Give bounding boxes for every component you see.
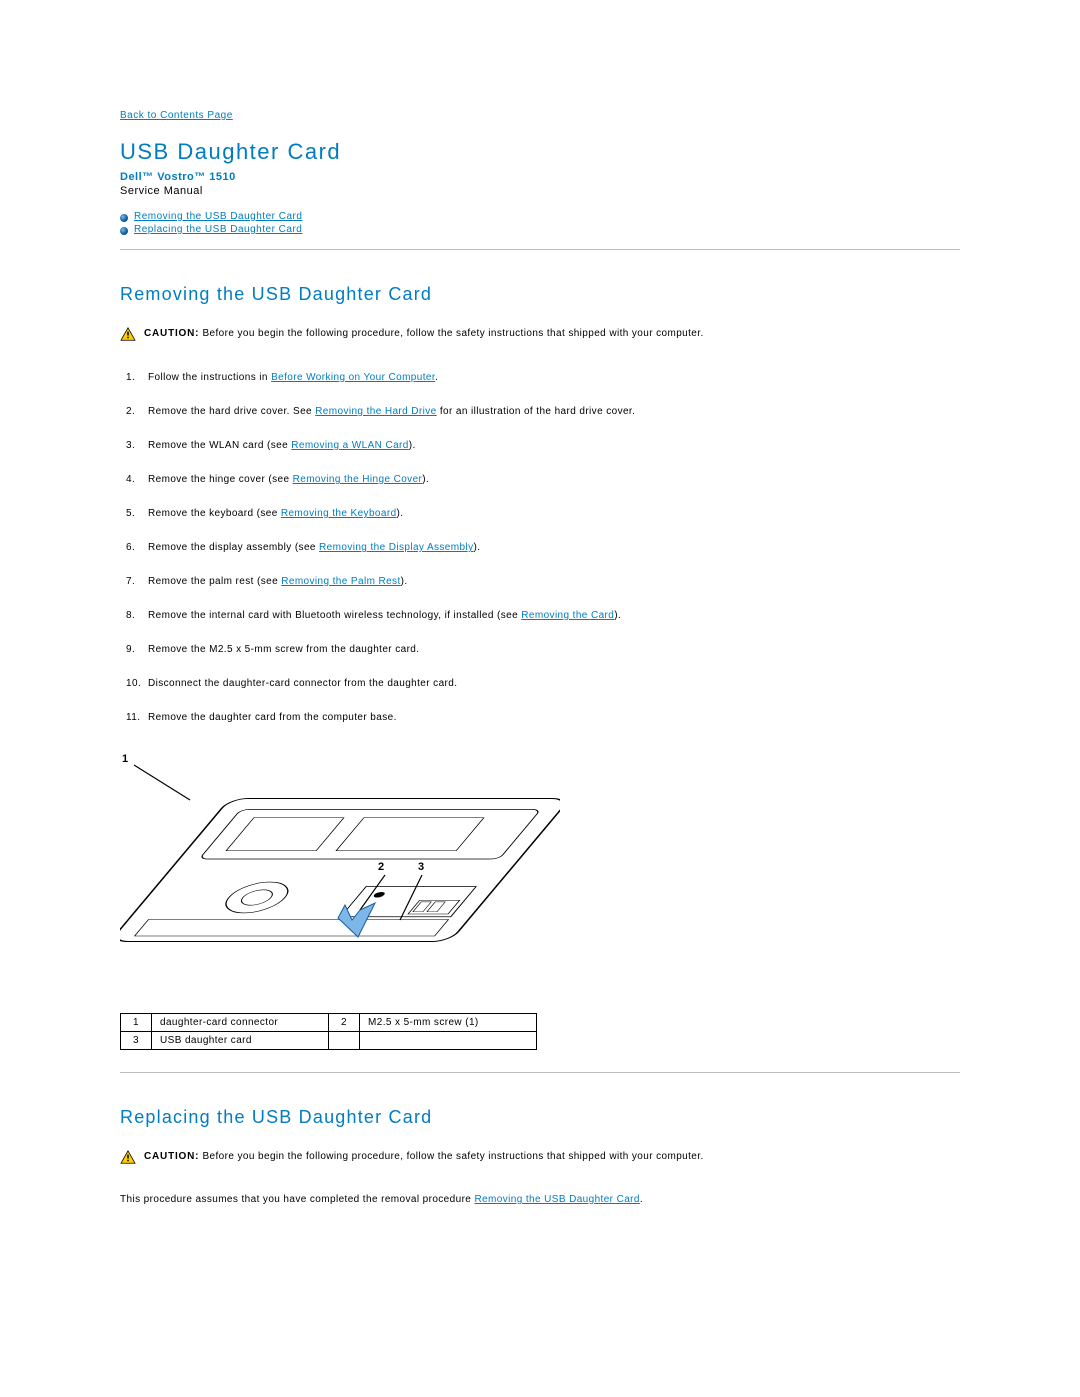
caution-text: CAUTION: Before you begin the following …	[144, 327, 704, 341]
step-text: for an illustration of the hard drive co…	[437, 406, 636, 417]
step-text: ).	[422, 474, 429, 485]
step-item: Remove the hard drive cover. See Removin…	[148, 405, 960, 419]
diagram: 1 2 3	[120, 745, 560, 995]
product-name: Dell™ Vostro™ 1510	[120, 171, 236, 183]
section-heading-replacing: Replacing the USB Daughter Card	[120, 1107, 960, 1128]
page-title: USB Daughter Card	[120, 139, 960, 165]
step-item: Follow the instructions in Before Workin…	[148, 371, 960, 385]
caution-label: CAUTION:	[144, 1151, 199, 1162]
step-text: Remove the hard drive cover. See	[148, 406, 315, 417]
step-text: .	[435, 372, 438, 383]
caution-block: CAUTION: Before you begin the following …	[120, 1150, 960, 1164]
step-item: Remove the keyboard (see Removing the Ke…	[148, 507, 960, 521]
step-text: Disconnect the daughter-card connector f…	[148, 678, 457, 689]
step-item: Remove the internal card with Bluetooth …	[148, 609, 960, 623]
step-item: Remove the WLAN card (see Removing a WLA…	[148, 439, 960, 453]
step-link[interactable]: Removing the Card	[521, 610, 614, 621]
table-row: 1 daughter-card connector 2 M2.5 x 5-mm …	[121, 1014, 537, 1032]
back-to-contents[interactable]: Back to Contents Page	[120, 110, 960, 121]
caution-label: CAUTION:	[144, 328, 199, 339]
legend-desc: daughter-card connector	[152, 1014, 329, 1032]
step-link[interactable]: Removing the Palm Rest	[281, 576, 400, 587]
legend-num: 2	[329, 1014, 360, 1032]
step-text: Remove the WLAN card (see	[148, 440, 291, 451]
assume-text: This procedure assumes that you have com…	[120, 1194, 960, 1205]
step-link[interactable]: Removing the Keyboard	[281, 508, 397, 519]
diagram-callout-2: 2	[378, 861, 385, 873]
diagram-callout-3: 3	[418, 861, 425, 873]
diagram-callout-1: 1	[122, 753, 129, 765]
caution-text: CAUTION: Before you begin the following …	[144, 1150, 704, 1164]
toc-link-removing[interactable]: Removing the USB Daughter Card	[134, 211, 302, 222]
table-row: 3 USB daughter card	[121, 1032, 537, 1050]
back-to-contents-link[interactable]: Back to Contents Page	[120, 110, 233, 121]
step-item: Remove the hinge cover (see Removing the…	[148, 473, 960, 487]
step-link[interactable]: Removing the Hard Drive	[315, 406, 436, 417]
caution-icon	[120, 1150, 136, 1164]
step-text: ).	[473, 542, 480, 553]
toc-link-replacing[interactable]: Replacing the USB Daughter Card	[134, 224, 302, 235]
product-line: Dell™ Vostro™ 1510	[120, 171, 960, 183]
divider	[120, 1072, 960, 1073]
toc-item[interactable]: Replacing the USB Daughter Card	[120, 224, 960, 235]
caution-body: Before you begin the following procedure…	[199, 328, 703, 339]
legend-table: 1 daughter-card connector 2 M2.5 x 5-mm …	[120, 1013, 537, 1050]
caution-body: Before you begin the following procedure…	[199, 1151, 703, 1162]
step-text: Remove the display assembly (see	[148, 542, 319, 553]
caution-block: CAUTION: Before you begin the following …	[120, 327, 960, 341]
step-text: Remove the daughter card from the comput…	[148, 712, 397, 723]
caution-icon	[120, 327, 136, 341]
toc-item[interactable]: Removing the USB Daughter Card	[120, 211, 960, 222]
step-text: ).	[614, 610, 621, 621]
step-link[interactable]: Before Working on Your Computer	[271, 372, 435, 383]
step-link[interactable]: Removing the Display Assembly	[319, 542, 473, 553]
legend-num: 3	[121, 1032, 152, 1050]
step-text: Remove the keyboard (see	[148, 508, 281, 519]
toc-list: Removing the USB Daughter Card Replacing…	[120, 211, 960, 235]
step-item: Disconnect the daughter-card connector f…	[148, 677, 960, 691]
step-link[interactable]: Removing a WLAN Card	[291, 440, 408, 451]
service-manual-label: Service Manual	[120, 185, 960, 197]
step-item: Remove the daughter card from the comput…	[148, 711, 960, 725]
legend-desc: USB daughter card	[152, 1032, 329, 1050]
step-text: Remove the hinge cover (see	[148, 474, 293, 485]
step-text: ).	[397, 508, 404, 519]
step-item: Remove the display assembly (see Removin…	[148, 541, 960, 555]
legend-num: 1	[121, 1014, 152, 1032]
step-text: Follow the instructions in	[148, 372, 271, 383]
step-text: Remove the palm rest (see	[148, 576, 281, 587]
assume-link[interactable]: Removing the USB Daughter Card	[474, 1194, 639, 1205]
step-item: Remove the palm rest (see Removing the P…	[148, 575, 960, 589]
step-text: Remove the internal card with Bluetooth …	[148, 610, 521, 621]
step-text: ).	[401, 576, 408, 587]
step-text: ).	[409, 440, 416, 451]
legend-num	[329, 1032, 360, 1050]
legend-desc	[360, 1032, 537, 1050]
steps-list: Follow the instructions in Before Workin…	[120, 371, 960, 725]
assume-post: .	[640, 1194, 643, 1205]
step-text: Remove the M2.5 x 5-mm screw from the da…	[148, 644, 419, 655]
legend-desc: M2.5 x 5-mm screw (1)	[360, 1014, 537, 1032]
section-heading-removing: Removing the USB Daughter Card	[120, 284, 960, 305]
divider	[120, 249, 960, 250]
step-item: Remove the M2.5 x 5-mm screw from the da…	[148, 643, 960, 657]
step-link[interactable]: Removing the Hinge Cover	[293, 474, 423, 485]
assume-pre: This procedure assumes that you have com…	[120, 1194, 474, 1205]
